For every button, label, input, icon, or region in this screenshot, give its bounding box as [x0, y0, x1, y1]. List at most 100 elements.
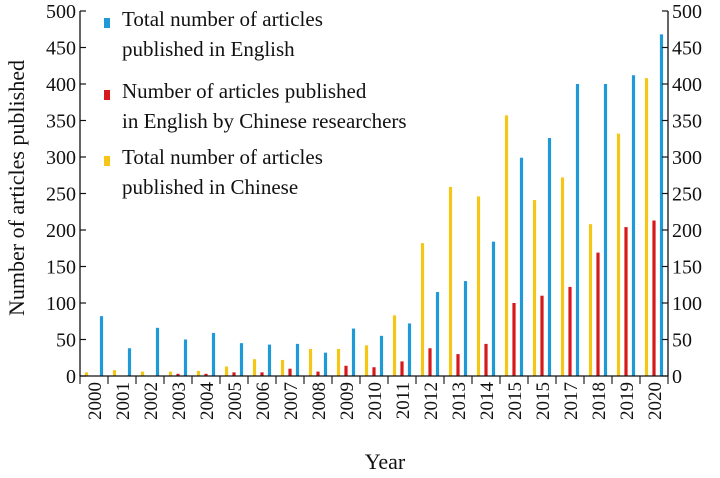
bar-series0-2010: [379, 335, 384, 376]
y-tick-label-left: 450: [46, 38, 76, 60]
x-tick-label: 2004: [197, 382, 218, 421]
y-tick-label-left: 200: [46, 220, 76, 242]
bar-series2-2018: [588, 224, 593, 376]
bar-series1-2005: [232, 372, 236, 376]
bar-series1-2020: [652, 220, 656, 376]
x-tick-label: 2019: [617, 382, 638, 420]
y-tick-label-left: 300: [46, 147, 76, 169]
bar-series2-2008: [308, 348, 313, 376]
x-tick-label: 2015: [533, 382, 554, 420]
bar-series1-2011: [400, 361, 404, 376]
bar-series2-2013: [448, 186, 453, 376]
x-tick-label: 2000: [85, 382, 106, 420]
bar-series2-2002: [140, 371, 145, 376]
bar-series2-2014: [476, 196, 481, 376]
bar-series0-2015: [519, 157, 524, 376]
legend-label: published in Chinese: [122, 175, 298, 199]
legend: Total number of articles published in Eng…: [104, 7, 407, 199]
bar-series2-2007: [280, 359, 285, 376]
legend-label: Total number of articles: [122, 145, 323, 169]
bar-series0-2014: [491, 241, 496, 376]
x-tick-label: 2020: [645, 382, 666, 420]
y-tick-label-left: 400: [46, 74, 76, 96]
bar-series0-2003: [183, 339, 188, 376]
bar-series0-2013: [463, 281, 468, 376]
y-tick-label-right: 300: [672, 147, 702, 169]
y-tick-label-right: 150: [672, 257, 702, 279]
y-tick-label-right: 0: [672, 366, 682, 388]
y-tick-label-left: 0: [66, 366, 76, 388]
x-tick-label: 2012: [421, 382, 442, 420]
y-tick-label-right: 250: [672, 184, 702, 206]
x-tick-label: 2018: [589, 382, 610, 420]
bar-series2-2017: [560, 177, 565, 376]
x-tick-label: 2010: [365, 382, 386, 420]
bar-series0-2012: [435, 292, 440, 376]
bar-series2-2015: [532, 200, 537, 376]
bar-series0-2019: [631, 75, 636, 377]
bar-series2-2004: [196, 370, 201, 376]
y-tick-label-right: 100: [672, 293, 702, 315]
y-tick-label-left: 150: [46, 257, 76, 279]
y-tick-label-right: 450: [672, 38, 702, 60]
x-tick-label: 2001: [113, 382, 134, 420]
axes-layer: 0 0 50 50 100 100 150 150 200 200 250 250 300 300 350 3…: [46, 1, 702, 420]
bar-series2-2006: [252, 359, 257, 376]
bar-series2-2009: [336, 348, 341, 376]
bar-series1-2009: [344, 365, 348, 376]
x-tick-label: 2015: [505, 382, 526, 420]
bar-series1-2017: [568, 286, 572, 376]
bar-series1-2015: [540, 295, 544, 376]
legend-swatch: [104, 90, 110, 100]
bar-series2-2019: [616, 133, 621, 376]
bar-series1-2019: [624, 227, 628, 376]
bar-series1-2007: [288, 368, 292, 376]
bar-series2-2020: [644, 78, 649, 376]
x-tick-label: 2014: [477, 382, 498, 421]
bar-series1-2015: [512, 303, 516, 376]
y-tick-label-right: 350: [672, 111, 702, 133]
bar-series0-2018: [603, 84, 608, 376]
bar-series0-2020: [659, 34, 664, 377]
bar-series2-2001: [112, 370, 117, 376]
bar-series1-2006: [260, 372, 264, 376]
legend-label: published in English: [122, 37, 295, 61]
legend-label: Number of articles published: [122, 79, 367, 103]
y-tick-label-left: 500: [46, 1, 76, 23]
bar-series2-2003: [168, 371, 173, 376]
x-tick-label: 2009: [337, 382, 358, 420]
x-tick-label: 2006: [253, 382, 274, 420]
x-tick-label: 2002: [141, 382, 162, 420]
bar-series1-2010: [372, 367, 376, 376]
y-axis-title: Number of articles published: [4, 60, 29, 316]
bar-series0-2001: [127, 348, 132, 376]
bar-series1-2014: [484, 343, 488, 376]
x-tick-label: 2008: [309, 382, 330, 420]
bar-series0-2009: [351, 328, 356, 376]
y-tick-label-right: 400: [672, 74, 702, 96]
y-tick-label-left: 250: [46, 184, 76, 206]
bar-series1-2008: [316, 371, 320, 376]
y-tick-label-left: 50: [56, 330, 76, 352]
legend-label: Total number of articles: [122, 7, 323, 31]
x-tick-label: 2017: [561, 382, 582, 420]
bar-series0-2011: [407, 323, 412, 376]
y-tick-label-right: 500: [672, 1, 702, 23]
bar-series1-2004: [204, 373, 208, 376]
y-tick-label-left: 350: [46, 111, 76, 133]
bars-layer: [84, 34, 664, 377]
x-tick-label: 2005: [225, 382, 246, 420]
bar-series0-2008: [323, 352, 328, 376]
bar-series2-2000: [84, 372, 89, 376]
legend-label: in English by Chinese researchers: [122, 109, 407, 133]
bar-series2-2010: [364, 345, 369, 376]
bar-series0-2007: [295, 343, 300, 376]
bar-series0-2005: [239, 343, 244, 376]
x-tick-label: 2013: [449, 382, 470, 420]
bar-series1-2012: [428, 348, 432, 376]
bar-series2-2011: [392, 315, 397, 376]
x-tick-label: 2011: [393, 382, 414, 419]
x-tick-label: 2003: [169, 382, 190, 420]
legend-swatch: [104, 156, 110, 166]
